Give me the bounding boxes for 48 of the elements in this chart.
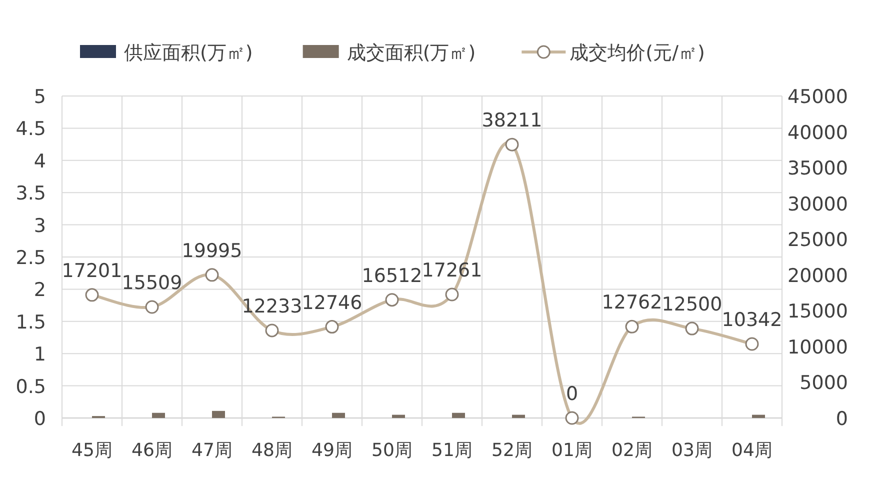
x-tick-label: 49周 <box>312 440 352 461</box>
data-label: 15509 <box>122 272 182 294</box>
data-label: 19995 <box>182 240 242 262</box>
y-tick-label: 4.5 <box>16 118 46 140</box>
legend-label: 供应面积(万㎡) <box>124 42 253 64</box>
y-tick-label: 1 <box>34 344 46 366</box>
x-tick-label: 46周 <box>132 440 172 461</box>
y2-tick-label: 35000 <box>788 158 848 180</box>
data-label: 17201 <box>62 260 122 282</box>
data-label: 10342 <box>722 308 782 331</box>
data-label: 12762 <box>602 292 662 314</box>
y2-tick-label: 25000 <box>788 229 848 252</box>
y2-tick-label: 10000 <box>788 336 848 358</box>
x-tick-label: 02周 <box>612 440 652 461</box>
x-tick-label: 48周 <box>252 440 292 461</box>
x-tick-label: 51周 <box>432 440 472 461</box>
y-tick-label: 2.5 <box>16 247 46 269</box>
x-tick-label: 50周 <box>372 440 412 461</box>
y-tick-label: 3.5 <box>16 182 46 205</box>
y-tick-label: 3 <box>34 214 46 237</box>
x-tick-label: 52周 <box>492 440 532 461</box>
y-tick-label: 0.5 <box>16 376 46 398</box>
data-label: 17261 <box>422 259 482 282</box>
legend-label: 成交均价(元/㎡) <box>570 42 705 64</box>
x-tick-label: 47周 <box>192 440 232 461</box>
y2-tick-label: 40000 <box>788 122 848 144</box>
y-tick-label: 4 <box>34 150 46 172</box>
y2-tick-label: 30000 <box>788 193 848 216</box>
data-label: 12500 <box>662 294 722 316</box>
x-tick-label: 03周 <box>672 440 712 461</box>
x-tick-label: 01周 <box>552 440 592 461</box>
x-tick-label: 04周 <box>732 440 772 461</box>
y-tick-label: 1.5 <box>16 311 46 334</box>
y2-tick-label: 5000 <box>800 372 848 394</box>
data-label: 12233 <box>242 295 302 318</box>
y2-tick-label: 15000 <box>788 300 848 323</box>
data-label: 38211 <box>482 110 542 132</box>
y2-tick-label: 0 <box>836 408 848 430</box>
y2-tick-label: 20000 <box>788 264 848 287</box>
y-tick-label: 2 <box>34 279 46 302</box>
y-tick-label: 5 <box>34 86 46 108</box>
data-label: 0 <box>566 383 578 405</box>
y2-tick-label: 45000 <box>788 86 848 108</box>
data-label: 16512 <box>362 264 422 287</box>
legend-label: 成交面积(万㎡) <box>346 42 476 64</box>
x-tick-label: 45周 <box>72 440 112 461</box>
data-label: 12746 <box>302 292 362 314</box>
y-tick-label: 0 <box>34 408 46 430</box>
